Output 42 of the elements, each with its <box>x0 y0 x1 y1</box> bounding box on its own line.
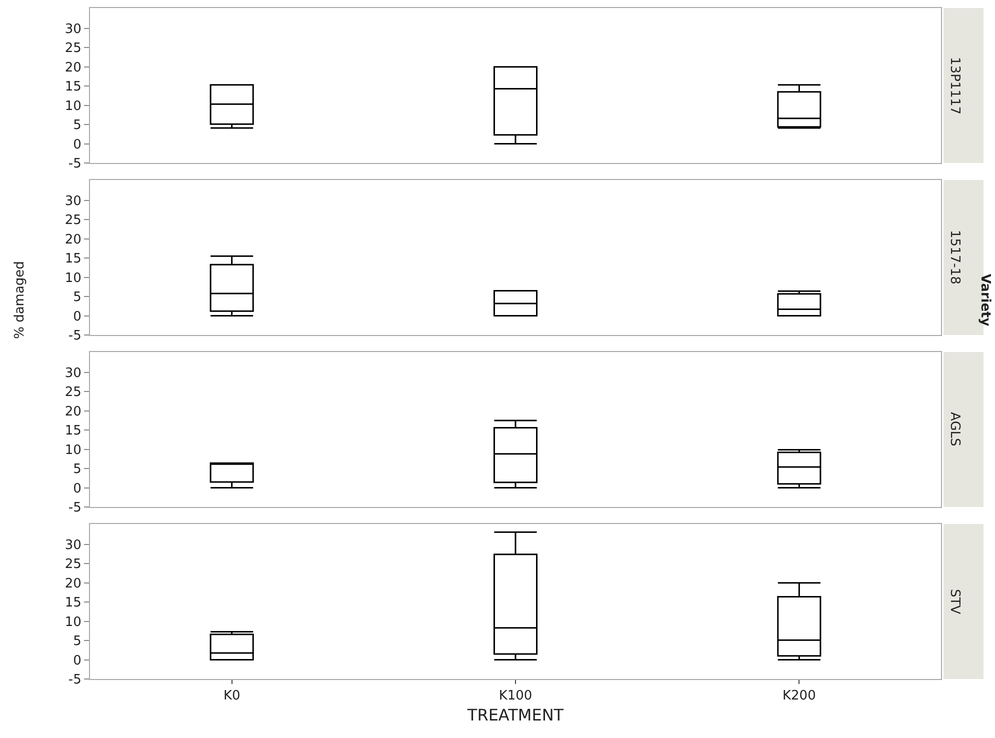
y-tick-label: -5 <box>68 500 82 516</box>
y-tick-label: -5 <box>68 328 82 344</box>
y-tick-label: 20 <box>64 60 82 76</box>
y-tick-label: 5 <box>73 290 82 306</box>
x-tick-label: K0 <box>223 688 240 704</box>
x-axis-title: TREATMENT <box>466 705 564 724</box>
y-tick-label: 0 <box>73 309 82 324</box>
text: AGLS <box>946 412 962 446</box>
x-tick-label: K200 <box>782 688 816 704</box>
text: 13P1117 <box>946 57 962 114</box>
y-tick-label: 30 <box>64 538 82 553</box>
text: STV <box>946 589 962 614</box>
y-tick-label: -5 <box>68 156 82 172</box>
y-tick-label: 15 <box>64 80 82 95</box>
y-tick-label: 25 <box>64 385 82 400</box>
text: 1517-18 <box>946 230 962 284</box>
y-tick-label: 5 <box>73 634 82 650</box>
y-tick-label: 10 <box>64 270 82 286</box>
y-tick-label: 30 <box>64 194 82 209</box>
y-tick-label: 30 <box>64 366 82 381</box>
y-tick-label: 15 <box>64 252 82 267</box>
y-tick-label: 0 <box>73 137 82 152</box>
x-tick-label: K100 <box>498 688 532 704</box>
y-tick-label: 25 <box>64 213 82 228</box>
y-tick-label: 15 <box>64 596 82 611</box>
y-tick-label: 5 <box>73 118 82 134</box>
y-tick-label: 30 <box>64 22 82 37</box>
y-tick-label: 5 <box>73 462 82 478</box>
y-tick-label: 10 <box>64 614 82 630</box>
y-tick-label: 25 <box>64 557 82 572</box>
y-tick-label: 25 <box>64 41 82 56</box>
text: Variety <box>978 274 992 326</box>
y-tick-label: 10 <box>64 442 82 458</box>
y-tick-label: 10 <box>64 98 82 114</box>
y-tick-label: 20 <box>64 232 82 248</box>
y-tick-label: 0 <box>73 481 82 496</box>
y-tick-label: 20 <box>64 576 82 592</box>
y-tick-label: 15 <box>64 424 82 439</box>
y-tick-label: 0 <box>73 653 82 668</box>
y-tick-label: -5 <box>68 672 82 688</box>
y-axis-title: % damaged <box>12 261 28 339</box>
y-tick-label: 20 <box>64 404 82 420</box>
